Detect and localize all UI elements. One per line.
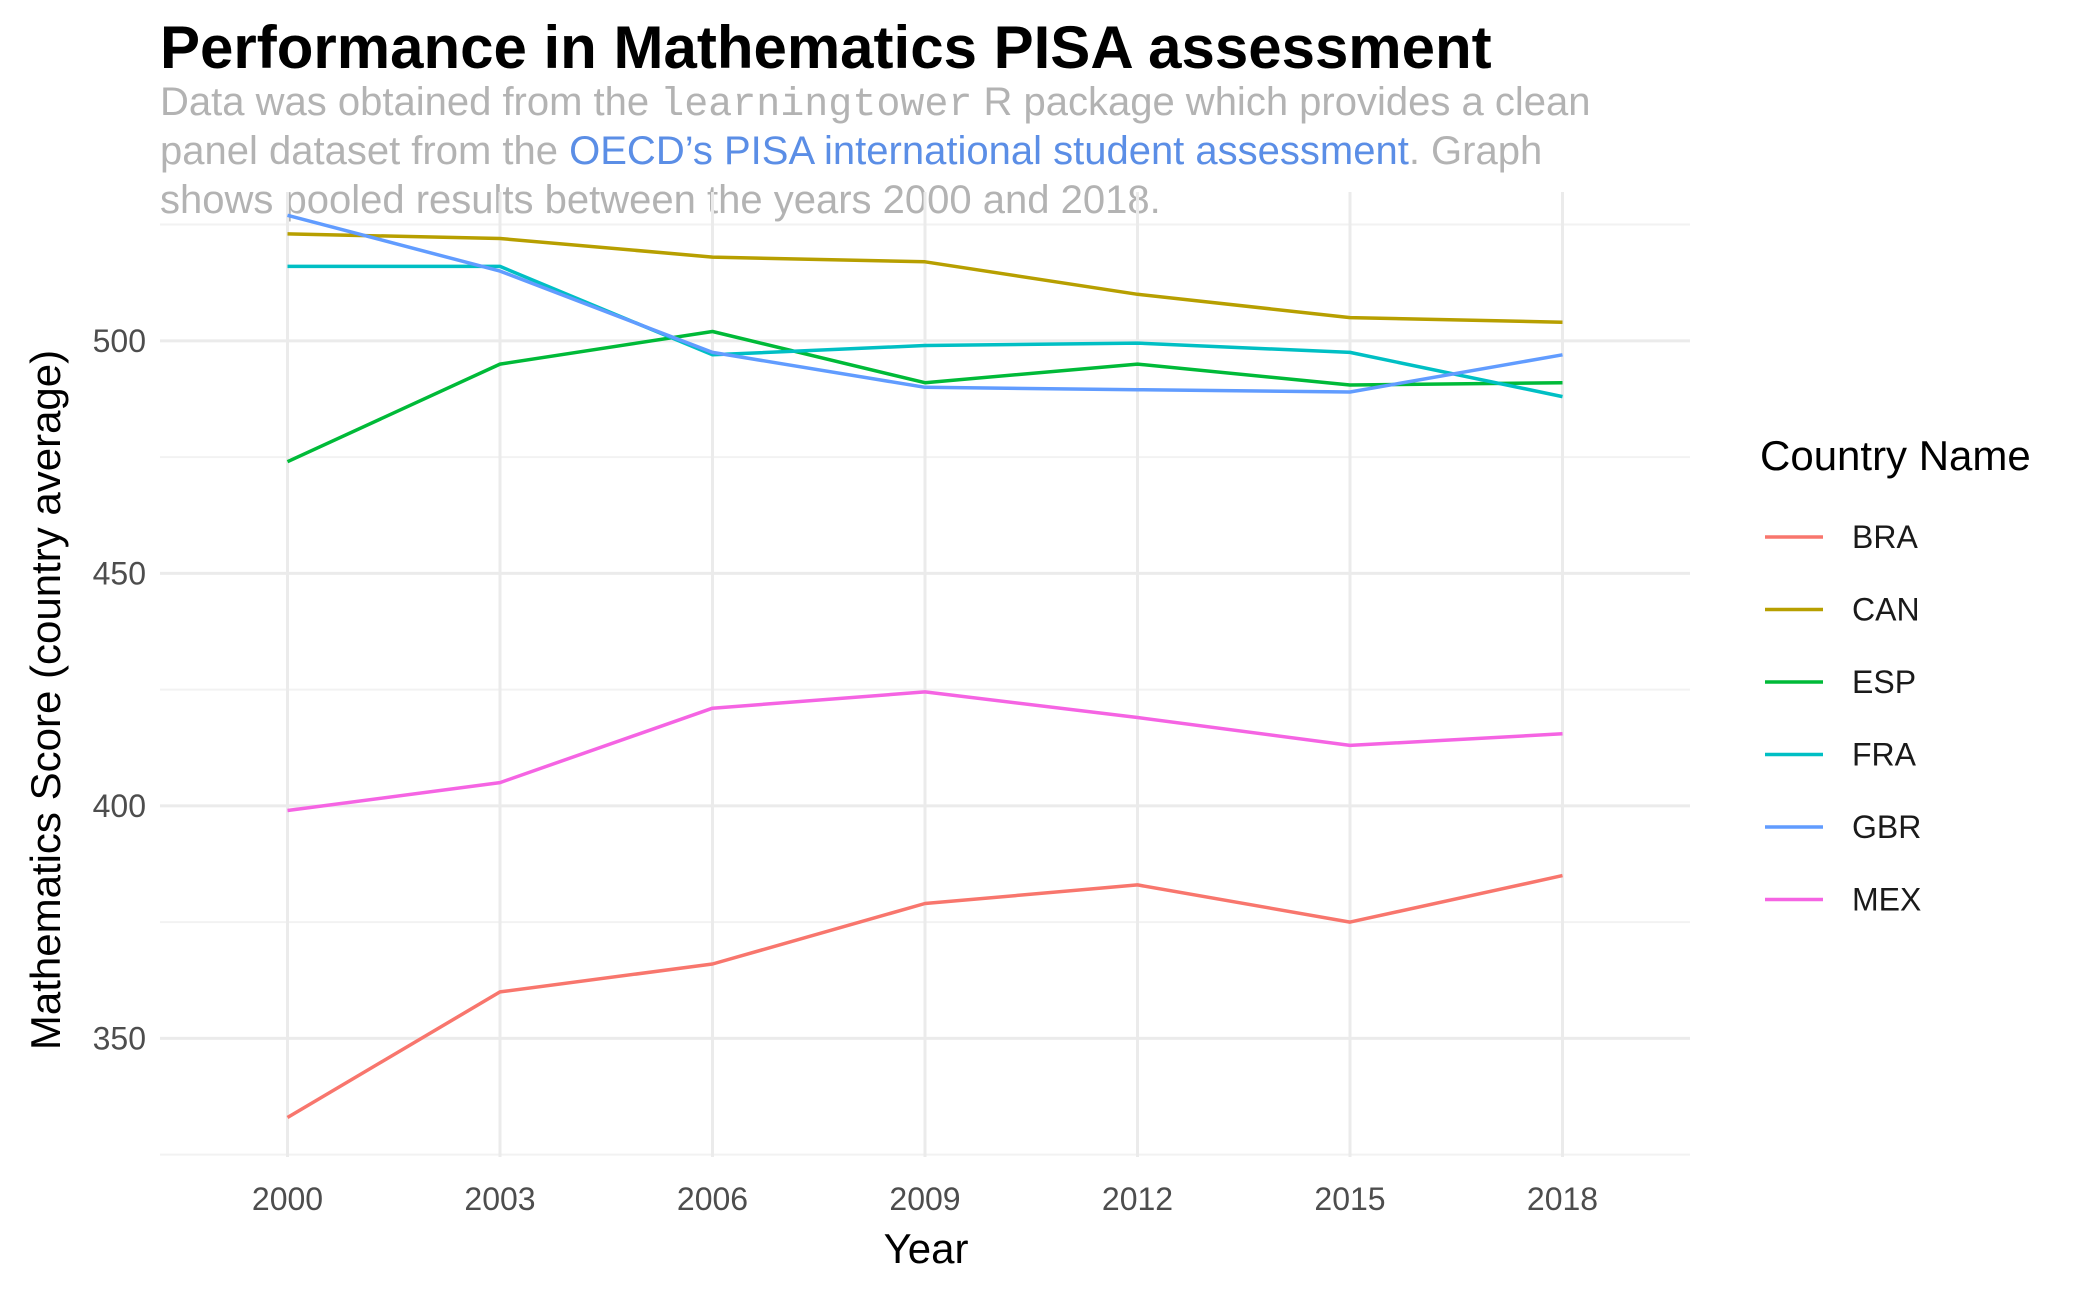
x-tick-label: 2003 [464,1181,535,1217]
legend: Country Name BRA CAN ESP FRA GBR MEX [1760,432,2031,918]
legend-label-gbr: GBR [1852,809,1921,845]
y-tick-label: 500 [93,323,146,359]
x-tick-label: 2012 [1102,1181,1173,1217]
series-line-gbr [287,213,1563,394]
subtitle-text: R package which provides a clean [972,80,1590,124]
x-tick-label: 2000 [252,1181,323,1217]
y-tick-label: 450 [93,555,146,591]
subtitle-text: panel dataset from the [160,129,569,173]
y-tick-label: 350 [93,1020,146,1056]
chart-subtitle-line3: shows pooled results between the years 2… [160,178,1161,222]
y-tick-label: 400 [93,788,146,824]
x-tick-label: 2018 [1527,1181,1598,1217]
series-line-can [287,232,1563,324]
y-axis-ticks: 350 400 450 500 [93,323,146,1057]
x-axis-title: Year [884,1225,969,1272]
chart-subtitle-line1: Data was obtained from the learningtower… [160,80,1590,128]
legend-items: BRA CAN ESP FRA GBR MEX [1765,519,1921,918]
series-line-mex [287,690,1563,813]
x-tick-label: 2006 [677,1181,748,1217]
legend-label-can: CAN [1852,592,1920,628]
subtitle-text: Data was obtained from the [160,80,660,124]
x-axis-ticks: 2000 2003 2006 2009 2012 2015 2018 [252,1181,1598,1217]
legend-label-bra: BRA [1852,519,1918,555]
x-tick-label: 2015 [1314,1181,1385,1217]
grid [160,192,1690,1157]
legend-label-mex: MEX [1852,882,1921,918]
oecd-pisa-link[interactable]: OECD’s PISA international student assess… [569,129,1409,173]
legend-label-fra: FRA [1852,737,1917,773]
legend-title: Country Name [1760,432,2031,479]
series-line-esp [286,329,1563,464]
subtitle-text: . Graph [1409,129,1542,173]
chart-title: Performance in Mathematics PISA assessme… [160,14,1492,81]
chart-subtitle-line2: panel dataset from the OECD’s PISA inter… [160,129,1542,173]
series-line-bra [286,873,1563,1120]
x-tick-label: 2009 [889,1181,960,1217]
series-lines [286,213,1563,1120]
legend-label-esp: ESP [1852,664,1916,700]
subtitle-package-name: learningtower [660,83,972,128]
series-line-fra [287,264,1563,399]
y-axis-title: Mathematics Score (country average) [22,350,69,1050]
